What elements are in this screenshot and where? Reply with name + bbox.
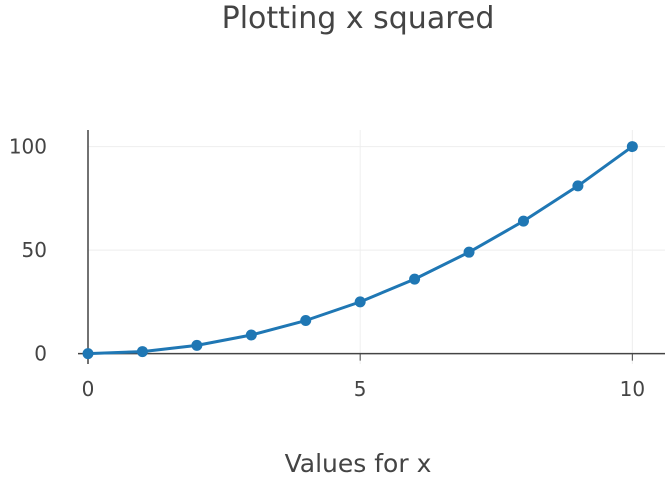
y-axis-ticks: 0 50 100 [9,135,47,366]
y-tick-label: 0 [34,342,47,366]
data-point [463,246,475,258]
y-tick-label: 50 [22,238,47,262]
x-tick-label: 10 [620,377,645,401]
x-tick-label: 5 [354,377,367,401]
grid-lines [88,130,665,364]
data-point [136,346,148,358]
data-point [517,215,529,227]
data-point [300,315,312,327]
data-point [82,348,94,360]
data-point [626,141,638,153]
series-layer [82,141,638,360]
chart-title: Plotting x squared [222,1,495,36]
y-tick-label: 100 [9,135,47,159]
data-point [572,180,584,192]
data-point [245,329,257,341]
axes [78,130,665,364]
data-point [409,273,421,285]
data-point [191,339,203,351]
x-axis-ticks: 0 5 10 [82,353,645,401]
data-point [354,296,366,308]
x-tick-label: 0 [82,377,95,401]
x-axis-label: Values for x [285,449,432,478]
